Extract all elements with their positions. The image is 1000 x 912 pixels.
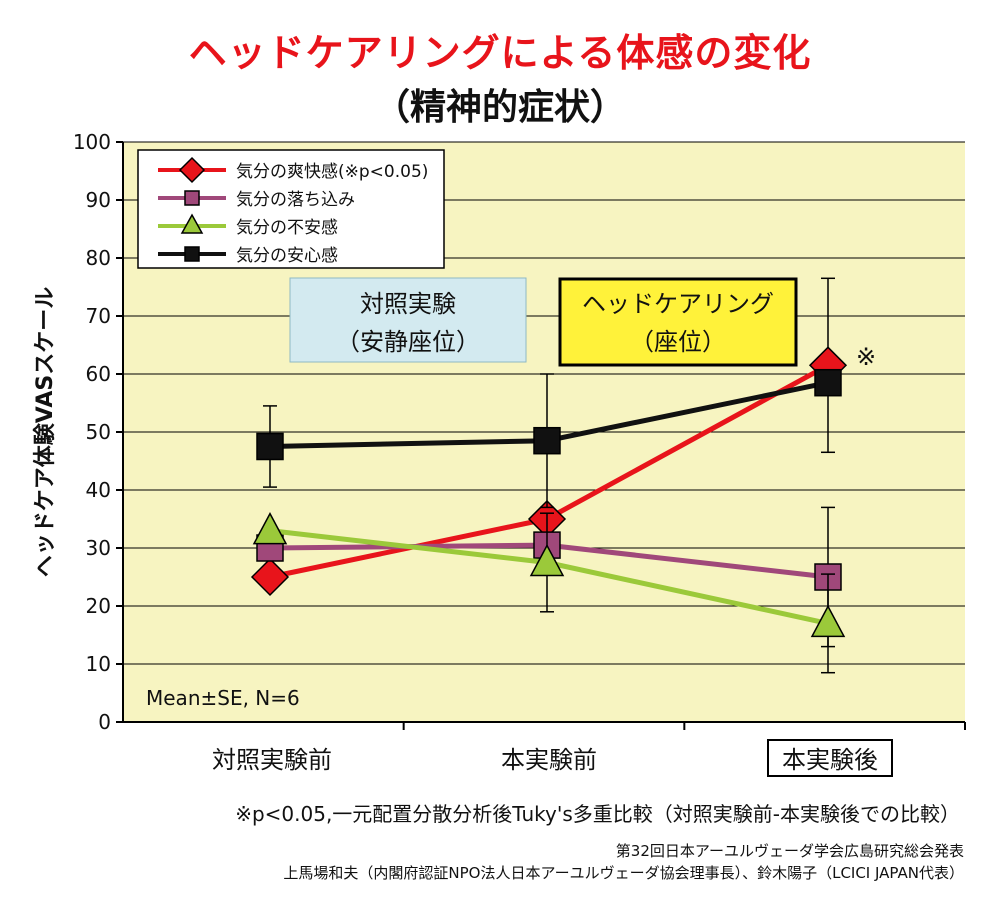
- y-tick-label: 60: [86, 362, 111, 386]
- legend-label: 気分の落ち込み: [236, 190, 355, 210]
- y-tick-label: 10: [86, 652, 111, 676]
- data-point-marker: [810, 604, 846, 638]
- y-tick-label: 70: [86, 304, 111, 328]
- presentation-credit: 第32回日本アーユルヴェーダ学会広島研究総会発表: [615, 842, 964, 860]
- data-point-marker: [533, 426, 561, 455]
- data-point-marker: [529, 543, 565, 577]
- control-annotation-box: 対照実験 （安静座位）: [289, 277, 527, 363]
- x-category-label: 本実験前: [501, 746, 597, 774]
- series-3: [252, 512, 846, 674]
- y-axis: 0 10 20 30 40 50 60 70 80 90 100: [73, 130, 123, 734]
- legend-marker: [184, 190, 200, 206]
- control-box-line1: 対照実験: [360, 290, 456, 318]
- statistics-footnote: ※p<0.05,一元配置分散分析後Tuky's多重比較（対照実験前-本実験後での…: [235, 802, 960, 826]
- y-tick-label: 90: [86, 188, 111, 212]
- y-tick-label: 20: [86, 594, 111, 618]
- main-box-line2: （座位）: [630, 328, 726, 356]
- y-tick-label: 30: [86, 536, 111, 560]
- significance-mark: ※: [856, 343, 876, 371]
- y-tick-label: 40: [86, 478, 111, 502]
- chart-subtitle: （精神的症状）: [373, 87, 626, 128]
- legend-marker: [178, 156, 206, 184]
- y-tick-label: 0: [98, 710, 111, 734]
- data-point-marker: [256, 432, 284, 461]
- stats-note: Mean±SE, N=6: [146, 686, 300, 710]
- data-point-marker: [814, 368, 842, 397]
- main-box-line1: ヘッドケアリング: [582, 290, 774, 318]
- control-box-line2: （安静座位）: [336, 328, 480, 356]
- series-4: [256, 368, 842, 509]
- chart-title: ヘッドケアリングによる体感の変化: [188, 31, 812, 75]
- y-tick-label: 50: [86, 420, 111, 444]
- legend-label: 気分の爽快感(※p<0.05): [236, 162, 428, 182]
- legend-label: 気分の安心感: [236, 246, 338, 266]
- legend-marker: [184, 246, 200, 262]
- author-credit: 上馬場和夫（内閣府認証NPO法人日本アーユルヴェーダ協会理事長）、鈴木陽子（LC…: [283, 864, 964, 882]
- x-category-label: 本実験後: [782, 746, 878, 774]
- legend-marker: [180, 213, 204, 234]
- y-tick-label: 100: [73, 130, 111, 154]
- x-axis: 対照実験前 本実験前 本実験後: [212, 722, 966, 777]
- x-category-box: [767, 739, 893, 777]
- data-point-marker: [252, 512, 288, 545]
- series-layer: [250, 277, 848, 674]
- x-category-label: 対照実験前: [212, 746, 332, 774]
- main-annotation-box: ヘッドケアリング （座位）: [558, 277, 798, 367]
- data-point-marker: [250, 557, 290, 597]
- y-tick-label: 80: [86, 246, 111, 270]
- y-axis-label: ヘッドケア体験VASスケール: [33, 287, 58, 577]
- legend-label: 気分の不安感: [236, 218, 338, 238]
